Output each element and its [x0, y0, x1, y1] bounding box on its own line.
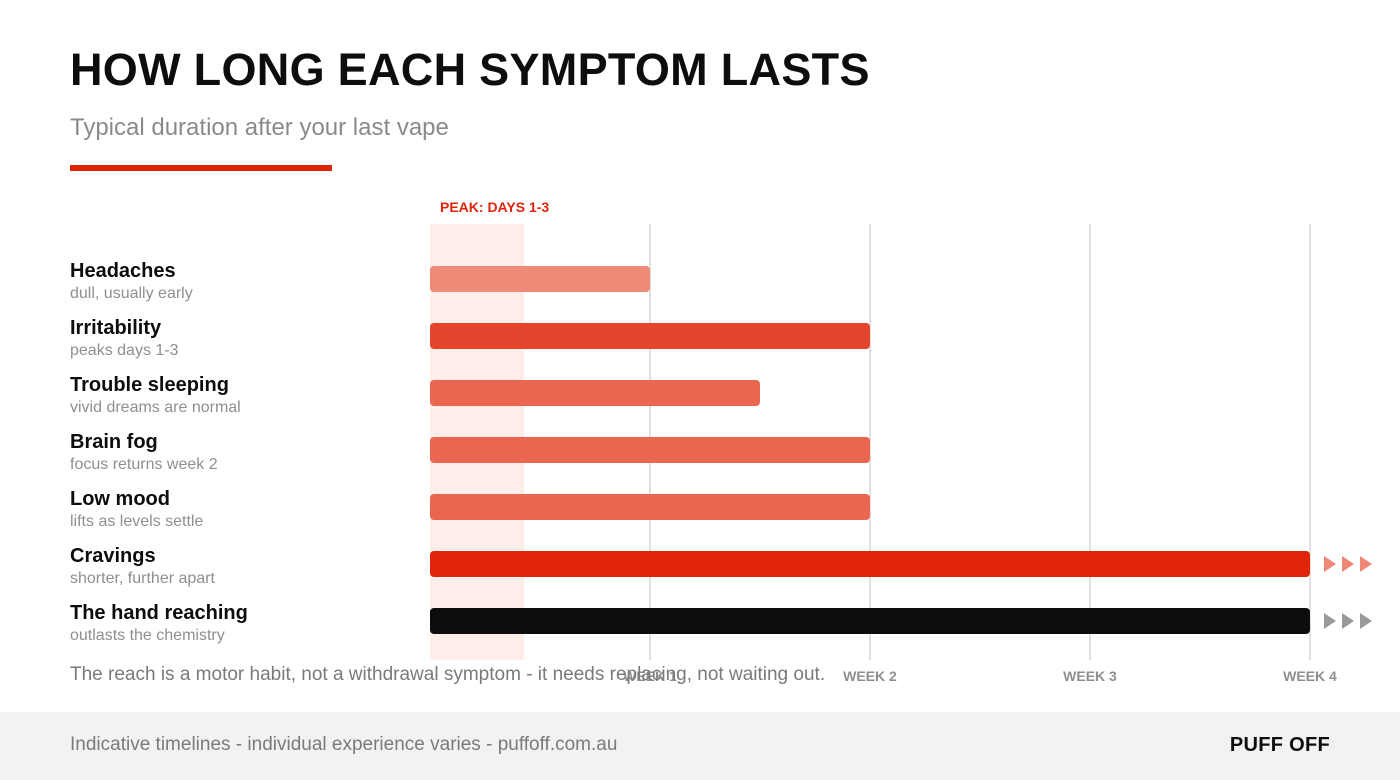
symptom-note: peaks days 1-3: [70, 342, 179, 359]
accent-rule: [70, 165, 332, 171]
continues-arrow-icon: [1324, 556, 1336, 572]
symptom-name: Brain fog: [70, 431, 158, 453]
x-tick-label: WEEK 2: [843, 668, 897, 684]
bar-1: [430, 266, 650, 292]
bar-5: [430, 494, 870, 520]
continues-arrow-icon: [1342, 613, 1354, 629]
symptom-duration-chart: PEAK: DAYS 1-3 WEEK 1 WEEK 2 WEEK 3 WEEK 4 …: [70, 199, 1372, 684]
symptom-name: Trouble sleeping: [70, 374, 229, 396]
continues-arrow-icon: [1360, 613, 1372, 629]
continues-arrow-icon: [1360, 556, 1372, 572]
x-tick-label: WEEK 3: [1063, 668, 1117, 684]
bar-3: [430, 380, 760, 406]
symptom-note: outlasts the chemistry: [70, 627, 225, 644]
continuation-arrows-layer: [1324, 556, 1372, 629]
footer-bar: Indicative timelines - individual experi…: [0, 712, 1400, 780]
continues-arrow-icon: [1342, 556, 1354, 572]
symptom-note: dull, usually early: [70, 285, 193, 302]
bar-7: [430, 608, 1310, 634]
bar-6: [430, 551, 1310, 577]
symptom-note: lifts as levels settle: [70, 513, 203, 530]
x-tick-label: WEEK 4: [1283, 668, 1337, 684]
row-labels-layer: Headaches dull, usually early Irritability…: [70, 260, 248, 644]
footnote: The reach is a motor habit, not a withdr…: [70, 664, 826, 685]
x-axis-ticks: WEEK 1 WEEK 2 WEEK 3 WEEK 4: [623, 668, 1337, 684]
symptom-note: focus returns week 2: [70, 456, 218, 473]
bars-layer: [430, 266, 1310, 634]
page-title: HOW LONG EACH SYMPTOM LASTS: [70, 44, 870, 95]
peak-band-label: PEAK: DAYS 1-3: [440, 199, 549, 215]
footer-brand: PUFF OFF: [1229, 734, 1330, 756]
bar-4: [430, 437, 870, 463]
bar-2: [430, 323, 870, 349]
symptom-note: vivid dreams are normal: [70, 399, 241, 416]
x-tick-label: WEEK 1: [623, 668, 677, 684]
page-subtitle: Typical duration after your last vape: [70, 114, 449, 141]
symptom-name: Headaches: [70, 260, 176, 282]
footer-note: Indicative timelines - individual experi…: [70, 734, 618, 755]
symptom-name: Irritability: [70, 317, 162, 339]
symptom-note: shorter, further apart: [70, 570, 216, 587]
symptom-name: Low mood: [70, 488, 170, 510]
symptom-name: The hand reaching: [70, 602, 248, 624]
symptom-name: Cravings: [70, 545, 156, 567]
continues-arrow-icon: [1324, 613, 1336, 629]
